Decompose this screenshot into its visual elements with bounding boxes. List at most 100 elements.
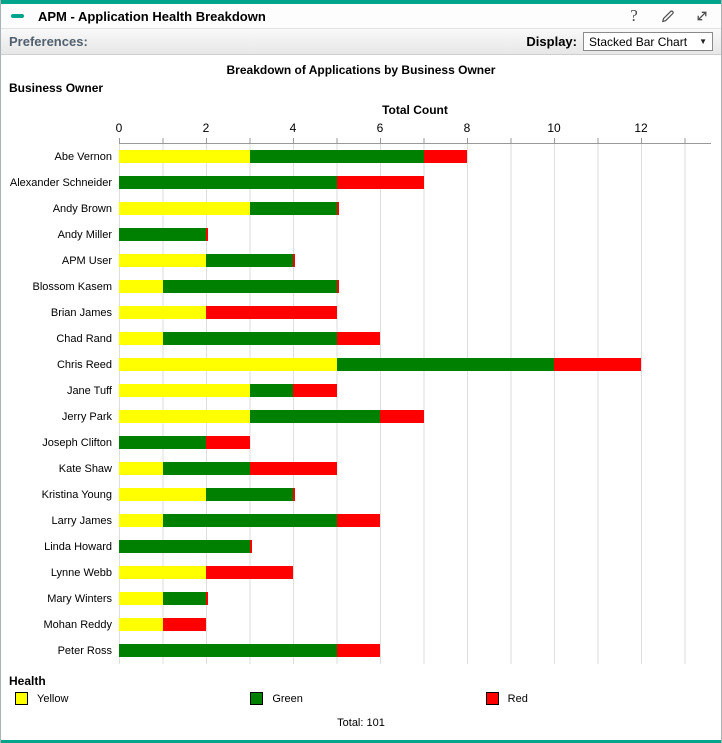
bar-segment-red[interactable]	[554, 358, 641, 371]
stacked-bar	[119, 462, 337, 475]
display-select[interactable]: Stacked Bar Chart ▼	[583, 32, 713, 51]
bar-segment-red[interactable]	[380, 410, 424, 423]
display-selected-value: Stacked Bar Chart	[589, 34, 688, 49]
bar-segment-red[interactable]	[423, 150, 467, 163]
bar-segment-green[interactable]	[162, 514, 337, 527]
bar-segment-red[interactable]	[336, 176, 424, 189]
bar-row	[119, 404, 711, 430]
x-tick-label: 12	[634, 121, 648, 135]
bar-segment-yellow[interactable]	[119, 358, 337, 371]
row-label: Peter Ross	[57, 645, 112, 657]
bar-segment-green[interactable]	[336, 358, 554, 371]
bar-segment-green[interactable]	[162, 462, 250, 475]
edit-button[interactable]	[659, 7, 677, 25]
bar-segment-yellow[interactable]	[119, 462, 163, 475]
bar-segment-red[interactable]	[336, 514, 380, 527]
row-label: Jerry Park	[61, 411, 112, 423]
bar-row	[119, 586, 711, 612]
stacked-bar	[119, 436, 250, 449]
bar-segment-green[interactable]	[249, 202, 337, 215]
bar-segment-yellow[interactable]	[119, 332, 163, 345]
bar-segment-green[interactable]	[249, 410, 380, 423]
row-label: Jane Tuff	[66, 385, 112, 397]
stacked-bar	[119, 514, 380, 527]
bar-row	[119, 274, 711, 300]
bar-segment-green[interactable]	[249, 150, 424, 163]
row-label: Alexander Schneider	[9, 177, 112, 189]
chevron-down-icon: ▼	[699, 37, 707, 46]
bar-row	[119, 482, 711, 508]
zero-red-sliver	[336, 280, 339, 293]
row-label: Linda Howard	[44, 541, 112, 553]
bar-segment-yellow[interactable]	[119, 384, 250, 397]
chart-area: Breakdown of Applications by Business Ow…	[1, 55, 721, 740]
bar-segment-green[interactable]	[119, 436, 206, 449]
x-axis-title: Total Count	[382, 103, 448, 117]
y-axis-title: Business Owner	[9, 81, 104, 95]
bar-segment-yellow[interactable]	[119, 566, 206, 579]
bar-segment-red[interactable]	[336, 644, 380, 657]
legend-label: Yellow	[37, 692, 69, 705]
bar-segment-green[interactable]	[119, 540, 250, 553]
stacked-bar	[119, 150, 467, 163]
bar-row	[119, 508, 711, 534]
bar-row	[119, 222, 711, 248]
bar-segment-yellow[interactable]	[119, 306, 206, 319]
bar-segment-yellow[interactable]	[119, 202, 250, 215]
row-label: Chad Rand	[56, 333, 112, 345]
bar-segment-yellow[interactable]	[119, 410, 250, 423]
expand-button[interactable]	[693, 7, 711, 25]
bar-segment-yellow[interactable]	[119, 592, 163, 605]
bar-segment-green[interactable]	[162, 592, 206, 605]
bar-segment-red[interactable]	[206, 306, 337, 319]
bar-segment-green[interactable]	[119, 644, 337, 657]
bar-segment-red[interactable]	[206, 566, 293, 579]
row-label: Blossom Kasem	[32, 281, 112, 293]
bar-row	[119, 612, 711, 638]
row-label: Andy Brown	[52, 203, 112, 215]
bar-segment-red[interactable]	[162, 618, 206, 631]
zero-red-sliver	[206, 592, 208, 605]
bar-segment-green[interactable]	[119, 228, 206, 241]
stacked-bar	[119, 488, 295, 501]
row-label: APM User	[61, 255, 112, 267]
row-label: Mary Winters	[47, 593, 112, 605]
bar-row	[119, 170, 711, 196]
legend-label: Green	[272, 692, 303, 705]
display-label: Display:	[526, 34, 577, 49]
legend-item: Green	[250, 692, 485, 705]
bar-segment-red[interactable]	[249, 462, 337, 475]
bar-segment-yellow[interactable]	[119, 488, 206, 501]
bar-segment-green[interactable]	[162, 332, 337, 345]
bar-segment-red[interactable]	[336, 332, 380, 345]
bar-segment-red[interactable]	[293, 384, 337, 397]
pencil-icon	[661, 10, 674, 23]
row-label: Joseph Clifton	[42, 437, 112, 449]
zero-red-sliver	[293, 488, 295, 501]
minus-icon	[11, 14, 24, 18]
bar-row	[119, 560, 711, 586]
bar-segment-yellow[interactable]	[119, 280, 163, 293]
x-axis-tick-marks	[119, 138, 711, 143]
bar-segment-green[interactable]	[206, 488, 293, 501]
bar-segment-green[interactable]	[119, 176, 337, 189]
stacked-bar	[119, 332, 380, 345]
bar-segment-yellow[interactable]	[119, 618, 163, 631]
bar-segment-green[interactable]	[162, 280, 337, 293]
collapse-button[interactable]	[11, 9, 26, 24]
window-title: APM - Application Health Breakdown	[38, 8, 266, 24]
bar-row	[119, 248, 711, 274]
bar-row	[119, 430, 711, 456]
bar-segment-green[interactable]	[206, 254, 293, 267]
bar-segment-yellow[interactable]	[119, 150, 250, 163]
chart-title: Breakdown of Applications by Business Ow…	[226, 63, 496, 77]
help-button[interactable]: ?	[625, 6, 643, 25]
stacked-bar	[119, 358, 641, 371]
bar-segment-green[interactable]	[249, 384, 293, 397]
bar-segment-red[interactable]	[206, 436, 250, 449]
zero-red-sliver	[293, 254, 295, 267]
bar-segment-yellow[interactable]	[119, 514, 163, 527]
legend-row: Yellow Green Red	[1, 692, 721, 705]
bar-segment-yellow[interactable]	[119, 254, 206, 267]
